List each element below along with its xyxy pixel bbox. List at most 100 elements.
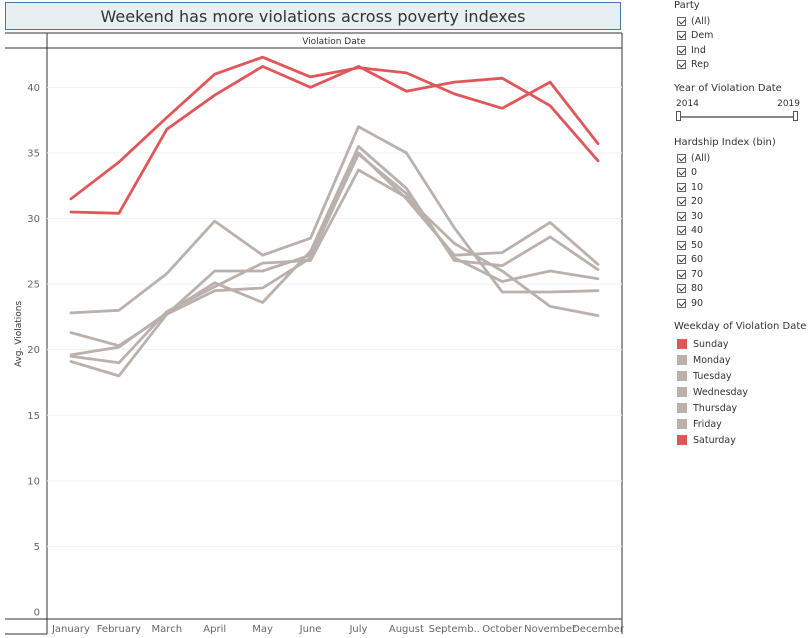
hardship-checkbox[interactable] xyxy=(677,240,686,250)
hardship-option-label: 20 xyxy=(691,196,704,208)
legend-item[interactable]: Tuesday xyxy=(677,368,810,384)
hardship-option[interactable]: 0 xyxy=(677,166,810,181)
slider-handle-max[interactable] xyxy=(793,111,798,121)
column-header: Violation Date xyxy=(302,37,366,47)
legend-item[interactable]: Wednesday xyxy=(677,384,810,400)
hardship-filter-title: Hardship Index (bin) xyxy=(674,137,776,148)
y-axis-label: Avg. Violations xyxy=(14,301,24,368)
x-tick-label: April xyxy=(203,624,226,635)
party-checkbox[interactable] xyxy=(677,31,686,41)
year-min-label: 2014 xyxy=(676,99,699,109)
chart-title: Weekend has more violations across pover… xyxy=(100,6,526,26)
hardship-checkbox[interactable] xyxy=(677,153,686,163)
y-tick-label: 25 xyxy=(27,280,40,291)
party-option-label: Ind xyxy=(691,44,706,56)
x-tick-label: October xyxy=(482,624,523,635)
hardship-option-label: 60 xyxy=(691,254,704,266)
hardship-checkbox[interactable] xyxy=(677,211,686,221)
chart-frame xyxy=(5,32,623,635)
y-tick-label: 30 xyxy=(27,214,40,225)
hardship-option-label: 40 xyxy=(691,225,704,237)
y-tick-label: 15 xyxy=(27,411,40,422)
hardship-option-label: 30 xyxy=(691,210,704,222)
hardship-option-label: 50 xyxy=(691,239,704,251)
legend-label: Wednesday xyxy=(693,386,749,398)
hardship-checkbox[interactable] xyxy=(677,168,686,178)
legend-swatch xyxy=(677,419,687,429)
party-option-label: Dem xyxy=(691,30,714,42)
hardship-option[interactable]: 80 xyxy=(677,282,810,297)
legend-item[interactable]: Friday xyxy=(677,416,810,432)
hardship-checkbox[interactable] xyxy=(677,197,686,207)
x-tick-label: August xyxy=(389,624,424,635)
legend-item[interactable]: Monday xyxy=(677,352,810,368)
hardship-option[interactable]: 70 xyxy=(677,267,810,282)
party-option[interactable]: (All) xyxy=(677,14,810,29)
slider-track-line xyxy=(679,116,795,118)
hardship-option[interactable]: 40 xyxy=(677,224,810,239)
party-option-label: Rep xyxy=(691,59,710,71)
legend-item[interactable]: Saturday xyxy=(677,432,810,448)
legend-label: Saturday xyxy=(693,434,736,446)
series-line-monday[interactable] xyxy=(69,125,600,315)
series-line-wednesday[interactable] xyxy=(69,145,600,357)
hardship-checkbox[interactable] xyxy=(677,269,686,279)
x-tick-label: July xyxy=(348,624,367,635)
legend-item[interactable]: Sunday xyxy=(677,336,810,352)
x-tick-label: February xyxy=(97,624,141,635)
y-tick-label: 0 xyxy=(34,608,40,619)
legend-swatch xyxy=(677,355,687,365)
hardship-option[interactable]: (All) xyxy=(677,151,810,166)
hardship-checkbox[interactable] xyxy=(677,182,686,192)
hardship-option[interactable]: 60 xyxy=(677,253,810,268)
legend-swatch xyxy=(677,339,687,349)
hardship-option[interactable]: 90 xyxy=(677,296,810,311)
x-tick-label: January xyxy=(51,624,90,635)
y-tick-label: 35 xyxy=(27,148,40,159)
party-checkbox[interactable] xyxy=(677,60,686,70)
hardship-option[interactable]: 10 xyxy=(677,180,810,195)
party-option[interactable]: Ind xyxy=(677,43,810,58)
series-line-sunday[interactable] xyxy=(69,55,600,201)
hardship-option-label: (All) xyxy=(691,152,711,164)
series-line-friday[interactable] xyxy=(69,168,600,365)
hardship-option[interactable]: 30 xyxy=(677,209,810,224)
y-tick-label: 5 xyxy=(34,542,40,553)
year-range-slider[interactable] xyxy=(674,111,800,121)
hardship-checkbox[interactable] xyxy=(677,284,686,294)
hardship-option-label: 0 xyxy=(691,167,698,179)
hardship-option[interactable]: 20 xyxy=(677,195,810,210)
weekday-legend: Weekday of Violation Date Sunday Monday Tu… xyxy=(674,321,810,448)
legend-swatch xyxy=(677,435,687,445)
legend-swatch xyxy=(677,371,687,381)
party-option[interactable]: Rep xyxy=(677,58,810,73)
legend-item[interactable]: Thursday xyxy=(677,400,810,416)
hardship-checkbox[interactable] xyxy=(677,226,686,236)
legend-label: Friday xyxy=(693,418,722,430)
x-tick-label: December xyxy=(572,624,625,635)
hardship-checkbox[interactable] xyxy=(677,255,686,265)
hardship-option[interactable]: 50 xyxy=(677,238,810,253)
y-tick-label: 10 xyxy=(27,476,40,487)
series-line-saturday[interactable] xyxy=(69,65,600,215)
legend-swatch xyxy=(677,387,687,397)
hardship-filter: Hardship Index (bin) (All) 0 10 20 30 40 50 60 7… xyxy=(674,137,810,311)
legend-label: Sunday xyxy=(693,338,729,350)
x-tick-label: June xyxy=(299,624,322,635)
series-line-thursday[interactable] xyxy=(69,152,600,378)
party-checkbox[interactable] xyxy=(677,45,686,55)
legend-label: Thursday xyxy=(693,402,738,414)
x-tick-label: November xyxy=(524,624,577,635)
hardship-option-label: 70 xyxy=(691,268,704,280)
hardship-option-label: 80 xyxy=(691,283,704,295)
line-chart: Violation Date Avg. Violations 0 5 10 15 20 2… xyxy=(5,32,625,635)
x-tick-label: Septemb.. xyxy=(429,624,480,635)
party-option[interactable]: Dem xyxy=(677,29,810,44)
hardship-checkbox[interactable] xyxy=(677,298,686,308)
x-tick-label: March xyxy=(152,624,182,635)
legend-label: Monday xyxy=(693,354,731,366)
year-filter-title: Year of Violation Date xyxy=(674,83,782,94)
slider-handle-min[interactable] xyxy=(676,111,681,121)
party-checkbox[interactable] xyxy=(677,16,686,26)
y-tick-label: 40 xyxy=(27,83,40,94)
